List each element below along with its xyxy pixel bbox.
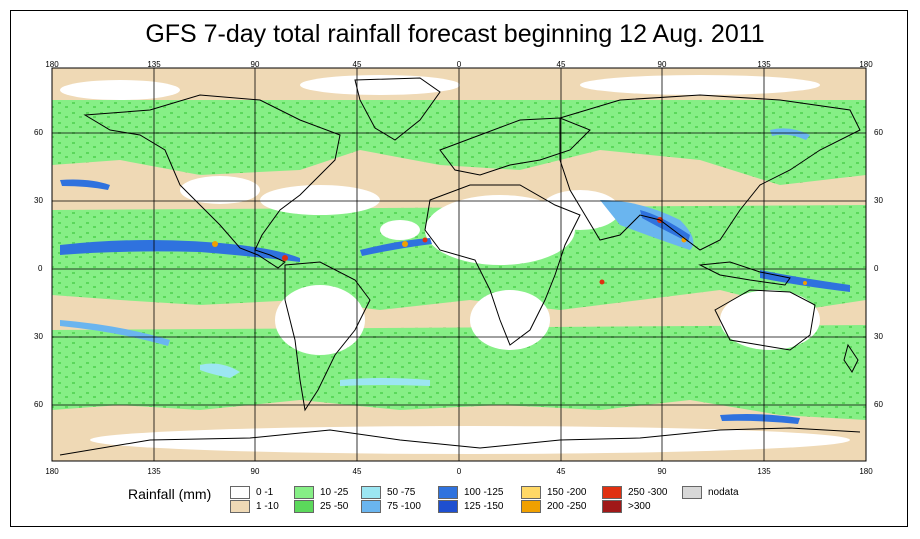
lon-label-top: 90 <box>250 60 260 69</box>
lat-label-left: 60 <box>34 400 43 409</box>
europe <box>439 117 591 176</box>
lon-label-bottom: 180 <box>45 467 59 476</box>
lon-label-top: 45 <box>556 60 566 69</box>
figure-frame <box>10 10 908 527</box>
lat-label-right: 30 <box>874 332 883 341</box>
legend-swatch <box>602 500 622 513</box>
legend-title: Rainfall (mm) <box>128 486 212 502</box>
legend-label: 100 -125 <box>464 487 504 498</box>
legend-swatch <box>602 486 622 499</box>
lon-label-bottom: 0 <box>456 467 462 476</box>
australia <box>714 289 816 351</box>
lat-label-right: 60 <box>874 400 883 409</box>
greenland <box>354 77 441 141</box>
lon-label-bottom: 90 <box>657 467 667 476</box>
heavy-rain-bands <box>60 128 850 424</box>
legend-swatch <box>361 486 381 499</box>
lat-label-right: 60 <box>874 128 883 137</box>
asia <box>559 94 861 251</box>
lat-label-right: 0 <box>874 264 879 273</box>
map-title: GFS 7-day total rainfall forecast beginn… <box>145 20 765 48</box>
lon-label-top: 135 <box>147 60 161 69</box>
lon-label-bottom: 90 <box>250 467 260 476</box>
legend-label: 150 -200 <box>547 487 587 498</box>
legend-label: 0 -1 <box>256 487 274 498</box>
lon-label-top: 180 <box>45 60 59 69</box>
graticule <box>52 68 866 461</box>
legend-label: 10 -25 <box>320 487 349 498</box>
legend-label: 125 -150 <box>464 501 504 512</box>
lat-label-left: 0 <box>38 264 43 273</box>
lon-label-bottom: 45 <box>556 467 566 476</box>
legend-swatch <box>521 486 541 499</box>
lon-label-bottom: 135 <box>147 467 161 476</box>
legend-label: >300 <box>628 501 651 512</box>
indonesia <box>698 261 791 286</box>
legend-label: 25 -50 <box>320 501 349 512</box>
legend-label: 200 -250 <box>547 501 587 512</box>
legend-label: nodata <box>708 487 739 498</box>
africa <box>424 184 581 346</box>
legend-swatch <box>682 486 702 499</box>
legend-swatch <box>438 486 458 499</box>
new-zealand <box>843 343 859 373</box>
legend-swatch <box>361 500 381 513</box>
lon-label-bottom: 135 <box>757 467 771 476</box>
lat-label-left: 30 <box>34 332 43 341</box>
extreme-rain-spots <box>212 217 807 285</box>
north-america <box>83 94 341 269</box>
lon-label-bottom: 45 <box>352 467 362 476</box>
legend-label: 250 -300 <box>628 487 668 498</box>
antarctica <box>59 427 861 456</box>
lon-label-top: 90 <box>657 60 667 69</box>
lon-label-top: 0 <box>456 60 462 69</box>
legend-swatch <box>230 500 250 513</box>
legend-swatch <box>294 500 314 513</box>
legend-swatch <box>294 486 314 499</box>
legend-label: 1 -10 <box>256 501 279 512</box>
lon-label-top: 135 <box>757 60 771 69</box>
lon-label-top: 45 <box>352 60 362 69</box>
lon-label-bottom: 180 <box>859 467 873 476</box>
map-border <box>51 67 867 462</box>
lat-label-right: 30 <box>874 196 883 205</box>
coastlines <box>59 77 861 456</box>
legend-swatch <box>230 486 250 499</box>
legend-swatch <box>521 500 541 513</box>
lat-label-left: 30 <box>34 196 43 205</box>
legend-swatch <box>438 500 458 513</box>
lon-label-top: 180 <box>859 60 873 69</box>
south-america <box>284 261 371 412</box>
lat-label-left: 60 <box>34 128 43 137</box>
legend-label: 50 -75 <box>387 487 416 498</box>
legend-label: 75 -100 <box>387 501 421 512</box>
